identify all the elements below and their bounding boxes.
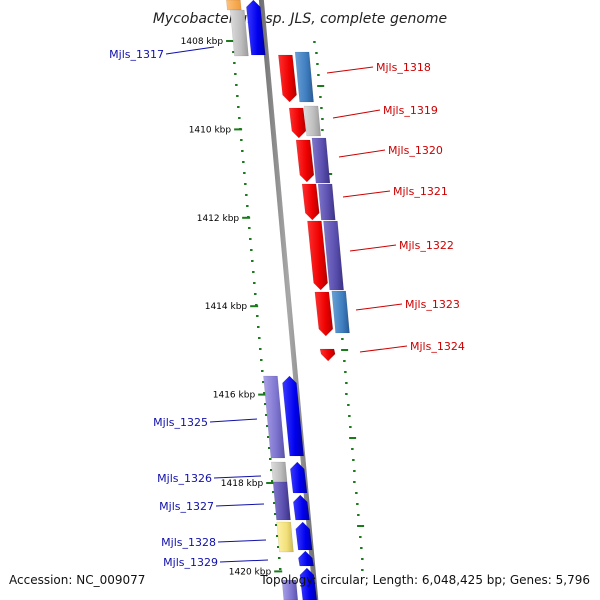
gene-leader-line xyxy=(326,66,374,74)
kbp-tick-label: 1408 kbp xyxy=(181,37,224,47)
gene-arrow-mjls-1327 xyxy=(293,494,310,521)
gene-label-reverse[interactable]: Mjls_1329 xyxy=(163,556,218,569)
cog-block-1327 xyxy=(272,481,291,521)
cog-block-1323 xyxy=(331,290,350,334)
gene-label-reverse[interactable]: Mjls_1326 xyxy=(157,472,212,485)
gene-leader-line xyxy=(213,475,262,479)
gene-arrow-mjls-1328 xyxy=(295,521,313,551)
cog-block-1319 xyxy=(303,105,321,137)
gene-arrow-mjls-1326 xyxy=(290,461,308,494)
gene-leader-line xyxy=(219,559,269,563)
gene-arrow-mjls-1317 xyxy=(246,0,266,56)
gene-arrow-mjls-1322 xyxy=(307,220,328,291)
genome-title: Mycobacterium sp. JLS, complete genome xyxy=(153,11,447,27)
kbp-tick-label: 1412 kbp xyxy=(197,214,240,224)
cog-block-1325 xyxy=(263,375,286,459)
gene-label-forward[interactable]: Mjls_1318 xyxy=(376,61,431,74)
gene-leader-line xyxy=(332,109,381,119)
gene-label-reverse[interactable]: Mjls_1317 xyxy=(109,48,164,61)
gene-leader-line xyxy=(359,345,408,353)
gene-arrow-mjls-1319 xyxy=(288,107,307,139)
kbp-tick-label: 1414 kbp xyxy=(205,302,248,312)
gene-label-forward[interactable]: Mjls_1320 xyxy=(388,144,443,157)
gene-leader-line xyxy=(342,190,391,198)
gene-labels: Mjls_1318 Mjls_1319 Mjls_1320 Mjls_1321 Mjls… xyxy=(109,46,465,569)
kbp-tick-label: 1420 kbp xyxy=(229,567,272,577)
gene-arrow-mjls-1318 xyxy=(278,54,297,103)
accession-text: Accession: NC_009077 xyxy=(9,573,146,587)
gene-leader-line xyxy=(355,303,403,311)
gene-label-forward[interactable]: Mjls_1321 xyxy=(393,185,448,198)
gene-leader-line xyxy=(217,539,267,543)
kbp-tick-label: 1410 kbp xyxy=(189,125,232,135)
gene-label-forward[interactable]: Mjls_1319 xyxy=(383,104,438,117)
gene-leader-line xyxy=(215,503,265,507)
gene-arrow-mjls-1323 xyxy=(314,291,334,337)
gene-arrow-mjls-1324 xyxy=(319,348,336,362)
gene-arrow-mjls-1325 xyxy=(282,375,305,457)
cog-block-1328 xyxy=(276,521,294,553)
gene-label-forward[interactable]: Mjls_1322 xyxy=(399,239,454,252)
cog-block-1321 xyxy=(317,183,336,221)
cog-block-top-orange xyxy=(226,0,242,11)
cog-block-bottom xyxy=(281,579,299,600)
gene-leader-line xyxy=(338,149,386,158)
cog-block-1326 xyxy=(271,461,288,483)
gene-features xyxy=(226,0,350,600)
gene-leader-line xyxy=(209,418,258,423)
cog-block-1318 xyxy=(294,51,314,103)
cog-block-1320 xyxy=(311,137,331,184)
gene-label-reverse[interactable]: Mjls_1325 xyxy=(153,416,208,429)
gene-leader-line xyxy=(165,46,215,55)
gene-label-forward[interactable]: Mjls_1323 xyxy=(405,298,460,311)
gene-label-forward[interactable]: Mjls_1324 xyxy=(410,340,465,353)
genome-summary-text: Topology: circular; Length: 6,048,425 bp… xyxy=(260,573,590,587)
backbone-line xyxy=(258,0,319,600)
kbp-tick-label: 1416 kbp xyxy=(213,391,256,401)
gene-arrow-next xyxy=(299,567,318,600)
gene-arrow-mjls-1320 xyxy=(295,139,315,183)
gene-label-reverse[interactable]: Mjls_1327 xyxy=(159,500,214,513)
cog-block-1322 xyxy=(323,220,344,291)
cog-block-1317 xyxy=(230,9,249,57)
gene-label-reverse[interactable]: Mjls_1328 xyxy=(161,536,216,549)
kbp-tick-label: 1418 kbp xyxy=(221,479,264,489)
gene-leader-line xyxy=(349,244,397,252)
gene-arrow-mjls-1329 xyxy=(298,550,315,567)
genome-backbone xyxy=(258,0,319,600)
gene-arrow-mjls-1321 xyxy=(301,183,320,221)
